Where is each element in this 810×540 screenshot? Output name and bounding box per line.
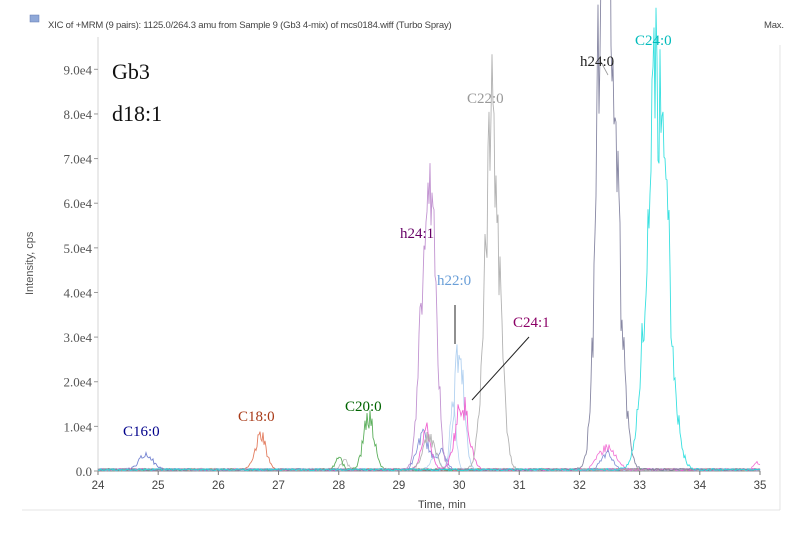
max-label: Max. [764,20,784,31]
annotation-h24-1: h24:1 [400,226,434,242]
annotation-h22-0: h22:0 [437,273,471,289]
c24-1-leader-line [471,336,530,401]
x-tick-label: 34 [693,480,706,492]
y-tick-label: 8.0e4 [63,107,92,122]
x-tick-label: 32 [573,480,586,492]
x-tick-label: 35 [754,480,767,492]
y-tick-label: 6.0e4 [63,196,92,211]
x-tick-label: 33 [633,480,646,492]
y-tick-label: 2.0e4 [63,375,92,390]
x-tick-label: 29 [393,480,406,492]
x-tick-label: 31 [513,480,526,492]
panel-subtitle: d18:1 [112,101,162,126]
y-axis-title: Intensity, cps [24,231,36,295]
h24-0-leader-line [600,61,609,76]
y-tick-label: 5.0e4 [63,241,92,256]
series-legend-icon [29,14,40,23]
annotation-c22-0: C22:0 [467,91,504,107]
y-tick-label: 0.0 [76,464,92,479]
annotation-c16-0: C16:0 [123,424,160,440]
panel-title: Gb3 [112,59,150,84]
y-tick-label: 1.0e4 [63,419,92,434]
y-tick-label: 3.0e4 [63,330,92,345]
series-lines [97,0,761,472]
x-tick-label: 25 [152,480,165,492]
x-tick-label: 28 [332,480,345,492]
axes: 24 25 26 27 28 29 30 31 32 33 34 35 0.0 1.0e4 2.0e4 3.0… [22,37,781,511]
y-tick-label: 7.0e4 [63,152,92,167]
x-axis-title: Time, min [418,499,466,511]
x-tick-label: 27 [272,480,285,492]
annotation-c24-0: C24:0 [635,33,672,49]
annotation-c20-0: C20:0 [345,399,382,415]
annotation-c18-0: C18:0 [238,409,275,425]
y-tick-label: 4.0e4 [63,285,92,300]
x-tick-label: 24 [92,480,105,492]
annotation-c24-1: C24:1 [513,315,550,331]
y-tick-label: 9.0e4 [63,62,92,77]
annotation-h24-0: h24:0 [580,54,614,70]
series-line-c24-0 [97,7,761,472]
chart-header-title: XIC of +MRM (9 pairs): 1125.0/264.3 amu … [48,20,452,31]
x-tick-label: 26 [212,480,225,492]
x-tick-label: 30 [453,480,466,492]
